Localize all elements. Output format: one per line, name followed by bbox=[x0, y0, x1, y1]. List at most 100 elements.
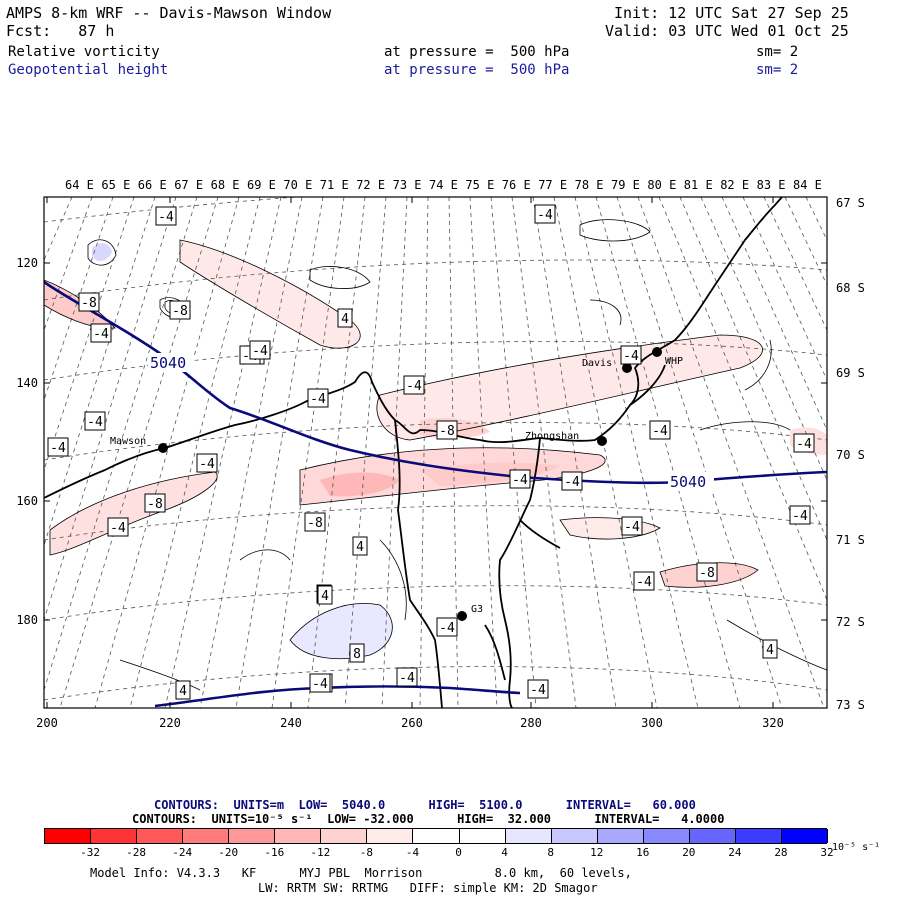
vorticity-label: -4 bbox=[561, 471, 583, 491]
y-grid-label: 180 bbox=[16, 613, 38, 627]
y-grid-label: 160 bbox=[16, 494, 38, 508]
y-grid-label: 120 bbox=[16, 256, 38, 270]
svg-text:-4: -4 bbox=[623, 349, 639, 364]
svg-text:-8: -8 bbox=[439, 424, 455, 439]
field2-level: at pressure = 500 hPa bbox=[384, 62, 570, 78]
lon-label: 70 E bbox=[283, 178, 312, 192]
colorbar-segment bbox=[229, 829, 276, 843]
lat-label: 72 S bbox=[836, 615, 865, 629]
map-frame bbox=[43, 196, 828, 709]
colorbar-tick-label: 8 bbox=[547, 846, 554, 859]
vorticity-label: -4 bbox=[307, 388, 329, 408]
vorticity-label: -4 bbox=[47, 437, 69, 457]
svg-text:-4: -4 bbox=[399, 671, 415, 686]
lat-label: 67 S bbox=[836, 196, 865, 210]
longitude-labels: 64 E 65 E 66 E 67 E 68 E 69 E 70 E 71 E 72 E 73 E… bbox=[65, 178, 822, 192]
lon-label: 66 E bbox=[138, 178, 167, 192]
vorticity-label: -4 bbox=[509, 469, 531, 489]
station-label: Davis bbox=[582, 358, 612, 369]
svg-text:-4: -4 bbox=[252, 344, 268, 359]
colorbar-tick-label: -8 bbox=[359, 846, 374, 859]
station-marker bbox=[158, 443, 168, 453]
vorticity-label: -4 bbox=[403, 375, 425, 395]
colorbar-tick-label: -16 bbox=[264, 846, 285, 859]
colorbar-tick-label: 24 bbox=[728, 846, 742, 859]
map-title: AMPS 8-km WRF -- Davis-Mawson Window bbox=[6, 4, 332, 22]
stations: Mawson Davis WHP Zhongshan G3 bbox=[110, 347, 683, 621]
vorticity-label: 4 bbox=[175, 680, 191, 700]
lon-label: 71 E bbox=[320, 178, 349, 192]
model-info-physics: LW: RRTM SW: RRTMG DIFF: simple KM: 2D S… bbox=[258, 881, 598, 895]
init-time: Init: 12 UTC Sat 27 Sep 25 bbox=[614, 4, 849, 22]
svg-text:4: 4 bbox=[179, 684, 187, 699]
lon-label: 81 E bbox=[684, 178, 713, 192]
lon-label: 84 E bbox=[793, 178, 822, 192]
height-contour-info: CONTOURS: UNITS=m LOW= 5040.0 HIGH= 5100… bbox=[154, 798, 696, 812]
y-grid-labels: 120 140 160 180 bbox=[16, 256, 38, 627]
svg-text:4: 4 bbox=[321, 589, 329, 604]
colorbar-segment bbox=[689, 829, 736, 843]
height-contour-label: 5040 bbox=[668, 472, 714, 491]
height-labels: 5040 5040 bbox=[148, 353, 714, 491]
svg-text:-4: -4 bbox=[636, 575, 652, 590]
vorticity-label: 8 bbox=[349, 643, 365, 663]
colorbar-segment bbox=[643, 829, 690, 843]
colorbar-segment bbox=[321, 829, 368, 843]
vorticity-label: -4 bbox=[633, 571, 655, 591]
colorbar-tick-label: -20 bbox=[218, 846, 239, 859]
svg-text:-4: -4 bbox=[792, 509, 808, 524]
colorbar-tick-label: 16 bbox=[636, 846, 650, 859]
colorbar-tick-label: -12 bbox=[310, 846, 331, 859]
colorbar-segment bbox=[91, 829, 138, 843]
svg-text:-4: -4 bbox=[530, 683, 546, 698]
svg-text:5040: 5040 bbox=[150, 354, 186, 372]
svg-text:8: 8 bbox=[353, 647, 361, 662]
vorticity-label: -4 bbox=[527, 679, 549, 699]
svg-text:-4: -4 bbox=[50, 441, 66, 456]
station-marker bbox=[622, 363, 632, 373]
lon-label: 68 E bbox=[211, 178, 240, 192]
lon-label: 73 E bbox=[393, 178, 422, 192]
axis-ticks bbox=[44, 197, 827, 708]
y-grid-label: 140 bbox=[16, 376, 38, 390]
colorbar-segment bbox=[183, 829, 230, 843]
vorticity-label: -8 bbox=[304, 512, 326, 532]
station-label: Zhongshan bbox=[525, 431, 579, 442]
station-marker bbox=[652, 347, 662, 357]
station-marker bbox=[457, 611, 467, 621]
vorticity-label: -4 bbox=[249, 340, 271, 360]
colorbar-segment bbox=[505, 829, 552, 843]
vorticity-label: -4 bbox=[155, 206, 177, 226]
colorbar-segment bbox=[597, 829, 644, 843]
svg-text:-8: -8 bbox=[172, 304, 188, 319]
lon-label: 65 E bbox=[101, 178, 130, 192]
svg-text:-4: -4 bbox=[652, 424, 668, 439]
svg-text:-4: -4 bbox=[624, 520, 640, 535]
svg-text:-8: -8 bbox=[147, 497, 163, 512]
colorbar-tick-label: 12 bbox=[590, 846, 604, 859]
lon-label: 67 E bbox=[174, 178, 203, 192]
svg-text:-4: -4 bbox=[537, 208, 553, 223]
lon-label: 82 E bbox=[720, 178, 749, 192]
colorbar-tick-label: -4 bbox=[405, 846, 420, 859]
lon-label: 64 E bbox=[65, 178, 94, 192]
negative-vorticity-shading bbox=[44, 240, 827, 588]
colorbar-tick-label: 4 bbox=[501, 846, 508, 859]
x-grid-label: 280 bbox=[520, 716, 542, 730]
colorbar-tick-label: -24 bbox=[172, 846, 193, 859]
model-info: Model Info: V4.3.3 KF MYJ PBL Morrison 8… bbox=[90, 866, 632, 880]
vorticity-label: 4 bbox=[317, 585, 333, 605]
colorbar bbox=[44, 828, 828, 844]
lat-label: 69 S bbox=[836, 366, 865, 380]
colorbar-segment bbox=[459, 829, 506, 843]
x-grid-label: 320 bbox=[762, 716, 784, 730]
svg-text:-4: -4 bbox=[158, 210, 174, 225]
x-grid-label: 300 bbox=[641, 716, 663, 730]
positive-vorticity-shading bbox=[92, 243, 393, 659]
lat-label: 68 S bbox=[836, 281, 865, 295]
colorbar-segment bbox=[45, 829, 92, 843]
vorticity-label: -4 bbox=[196, 453, 218, 473]
svg-text:5040: 5040 bbox=[670, 473, 706, 491]
x-grid-label: 240 bbox=[280, 716, 302, 730]
